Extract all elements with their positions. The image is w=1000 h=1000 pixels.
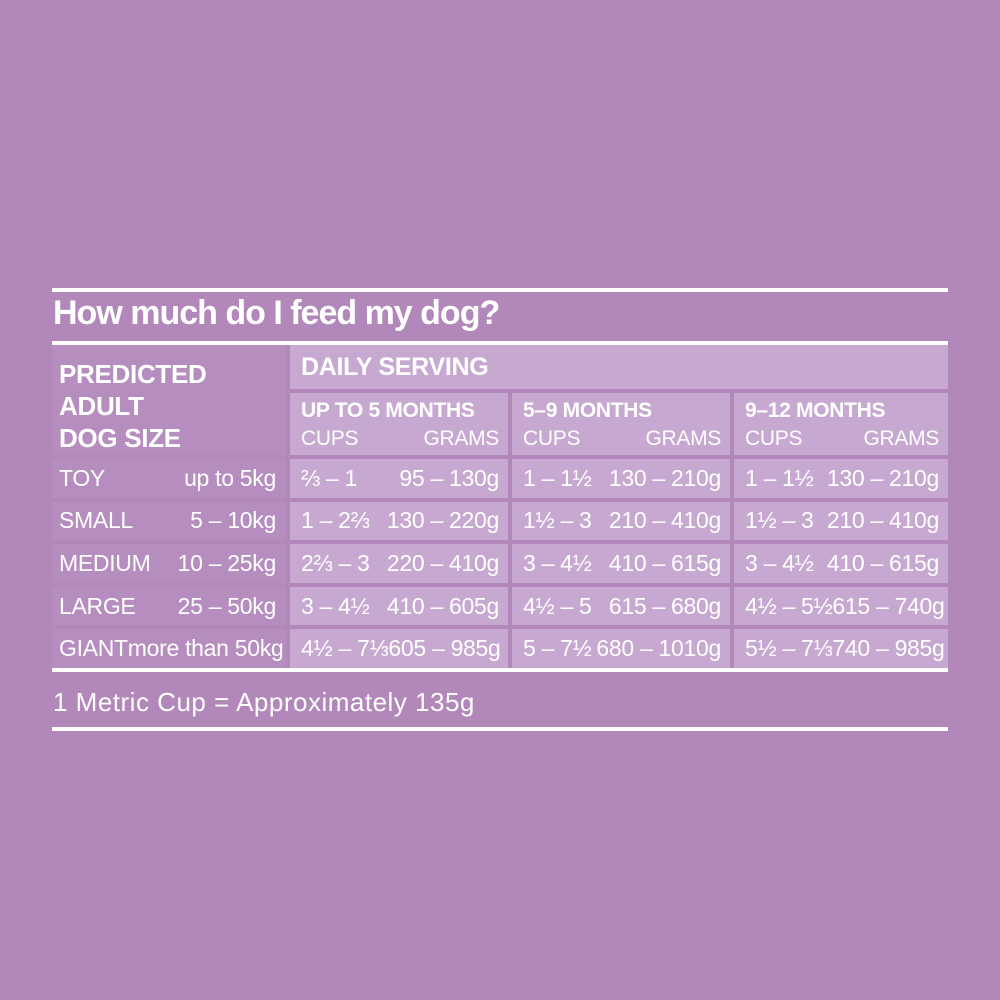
size-weight: 5 – 10kg xyxy=(190,507,276,534)
age-group-label: 5–9 MONTHS xyxy=(523,399,652,422)
metric-cup-footnote: 1 Metric Cup = Approximately 135g xyxy=(53,687,475,717)
age-group-label: UP TO 5 MONTHS xyxy=(301,399,475,422)
table-cell-medium-9-12-months: 3 – 4½ 410 – 615g xyxy=(734,544,948,583)
cups-value: 3 – 4½ xyxy=(301,592,370,619)
size-weight: more than 50kg xyxy=(127,635,284,662)
cups-value: 1½ – 3 xyxy=(745,507,814,534)
grams-label: GRAMS xyxy=(645,427,721,450)
size-weight: 25 – 50kg xyxy=(177,592,277,619)
grams-value: 680 – 1010g xyxy=(596,635,721,662)
units-row: CUPS GRAMS xyxy=(745,427,939,451)
table-cell-large-up-to-5-months: 3 – 4½ 410 – 605g xyxy=(290,586,508,626)
cups-value: 1 – 1½ xyxy=(523,464,592,491)
table-cell-small-up-to-5-months: 1 – 2⅔ 130 – 220g xyxy=(290,501,508,541)
table-cell-large-9-12-months: 4½ – 5½ 615 – 740g xyxy=(734,586,948,626)
table-bottom-divider xyxy=(52,668,948,672)
grams-label: GRAMS xyxy=(423,427,499,450)
grams-value: 210 – 410g xyxy=(826,507,939,534)
size-name: SMALL xyxy=(59,507,133,534)
size-weight: up to 5kg xyxy=(184,464,276,491)
grams-value: 130 – 210g xyxy=(826,464,939,491)
page-title: How much do I feed my dog? xyxy=(53,294,500,332)
cups-value: 3 – 4½ xyxy=(523,549,592,576)
age-group-label: 9–12 MONTHS xyxy=(745,399,886,422)
size-weight: 10 – 25kg xyxy=(177,549,277,576)
cups-value: 4½ – 5½ xyxy=(745,592,833,619)
grams-label: GRAMS xyxy=(863,427,939,450)
table-cell-large-5-9-months: 4½ – 5 615 – 680g xyxy=(512,586,730,626)
grams-value: 615 – 680g xyxy=(608,592,721,619)
grams-value: 95 – 130g xyxy=(399,464,499,491)
age-group-header-9-12-months: 9–12 MONTHS CUPS GRAMS xyxy=(734,393,948,455)
table-row-toy-size: TOY up to 5kg xyxy=(52,459,286,498)
grams-value: 605 – 985g xyxy=(388,635,501,662)
size-name: TOY xyxy=(59,464,105,491)
grams-value: 410 – 615g xyxy=(826,549,939,576)
cups-label: CUPS xyxy=(523,427,581,450)
table-row-small-size: SMALL 5 – 10kg xyxy=(52,501,286,541)
cups-value: 3 – 4½ xyxy=(745,549,814,576)
daily-serving-header: DAILY SERVING xyxy=(290,345,948,389)
cups-value: ⅔ – 1 xyxy=(301,464,358,491)
cups-value: 5 – 7½ xyxy=(523,635,592,662)
grams-value: 220 – 410g xyxy=(386,549,499,576)
table-cell-small-5-9-months: 1½ – 3 210 – 410g xyxy=(512,501,730,541)
table-cell-medium-5-9-months: 3 – 4½ 410 – 615g xyxy=(512,544,730,583)
table-cell-giant-5-9-months: 5 – 7½ 680 – 1010g xyxy=(512,629,730,668)
feeding-table: PREDICTED ADULT DOG SIZE DAILY SERVING U… xyxy=(52,345,948,668)
table-cell-toy-5-9-months: 1 – 1½ 130 – 210g xyxy=(512,459,730,498)
table-row-giant-size: GIANT more than 50kg xyxy=(52,629,286,668)
size-name: MEDIUM xyxy=(59,549,151,576)
cups-value: 4½ – 7⅓ xyxy=(301,635,389,662)
table-row-large-size: LARGE 25 – 50kg xyxy=(52,586,286,626)
table-cell-giant-up-to-5-months: 4½ – 7⅓ 605 – 985g xyxy=(290,629,508,668)
cups-value: 5½ – 7⅓ xyxy=(745,635,833,662)
cups-label: CUPS xyxy=(745,427,803,450)
table-cell-small-9-12-months: 1½ – 3 210 – 410g xyxy=(734,501,948,541)
grams-value: 410 – 615g xyxy=(608,549,721,576)
size-name: GIANT xyxy=(59,635,128,662)
top-divider xyxy=(52,288,948,292)
table-cell-medium-up-to-5-months: 2⅔ – 3 220 – 410g xyxy=(290,544,508,583)
table-cell-toy-9-12-months: 1 – 1½ 130 – 210g xyxy=(734,459,948,498)
title-divider xyxy=(52,341,948,345)
grams-value: 740 – 985g xyxy=(832,635,945,662)
cups-value: 2⅔ – 3 xyxy=(301,549,370,576)
size-column-header: PREDICTED ADULT DOG SIZE xyxy=(52,345,286,455)
cups-value: 4½ – 5 xyxy=(523,592,592,619)
age-group-header-up-to-5-months: UP TO 5 MONTHS CUPS GRAMS xyxy=(290,393,508,455)
table-cell-toy-up-to-5-months: ⅔ – 1 95 – 130g xyxy=(290,459,508,498)
cups-label: CUPS xyxy=(301,427,359,450)
grams-value: 410 – 605g xyxy=(386,592,499,619)
cups-value: 1½ – 3 xyxy=(523,507,592,534)
size-name: LARGE xyxy=(59,592,136,619)
units-row: CUPS GRAMS xyxy=(301,427,499,451)
grams-value: 210 – 410g xyxy=(608,507,721,534)
grams-value: 130 – 220g xyxy=(386,507,499,534)
units-row: CUPS GRAMS xyxy=(523,427,721,451)
age-group-header-5-9-months: 5–9 MONTHS CUPS GRAMS xyxy=(512,393,730,455)
table-row-medium-size: MEDIUM 10 – 25kg xyxy=(52,544,286,583)
grams-value: 130 – 210g xyxy=(608,464,721,491)
bottom-divider xyxy=(52,727,948,731)
cups-value: 1 – 2⅔ xyxy=(301,507,370,534)
grams-value: 615 – 740g xyxy=(832,592,945,619)
cups-value: 1 – 1½ xyxy=(745,464,814,491)
table-cell-giant-9-12-months: 5½ – 7⅓ 740 – 985g xyxy=(734,629,948,668)
